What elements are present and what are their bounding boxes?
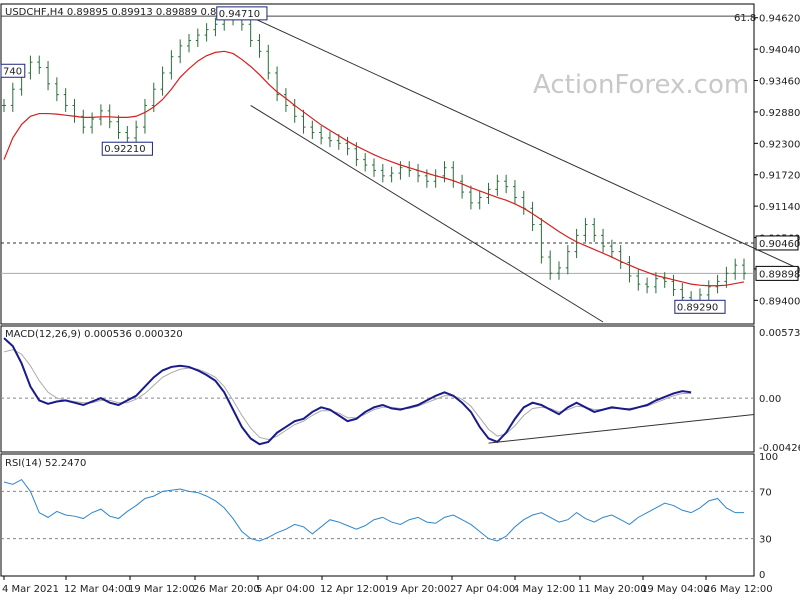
price-panel <box>0 3 755 325</box>
annotation-label: 0.89290 <box>677 302 718 313</box>
macd-label: MACD(12,26,9) 0.000536 0.000320 <box>5 329 183 340</box>
price-title: USDCHF,H4 0.89895 0.89913 0.89889 0.8989… <box>5 7 242 18</box>
price-axis-label: 0.92300 <box>759 139 800 150</box>
price-axis-label: 0.94040 <box>759 45 800 56</box>
rsi-axis-label: 30 <box>759 535 772 546</box>
fib-618-label: 61.8 <box>734 13 756 24</box>
annotation-box <box>101 141 153 156</box>
annotation-box <box>674 299 726 314</box>
x-axis-label: 26 May 12:00 <box>704 584 773 595</box>
rsi-axis-label: 0 <box>759 570 765 581</box>
rsi-axis-label: 70 <box>759 487 772 498</box>
price-axis-label: 0.91140 <box>759 202 800 213</box>
macd-main-line <box>3 337 692 446</box>
price-tag-label: 0.89898 <box>759 269 800 280</box>
x-axis-label: 19 May 04:00 <box>641 584 710 595</box>
rsi-label: RSI(14) 52.2470 <box>5 458 86 469</box>
macd-trendline <box>488 413 755 444</box>
x-axis-label: 5 Apr 04:00 <box>256 584 315 595</box>
watermark: ActionForex.com <box>533 70 749 100</box>
x-axis-label: 12 Apr 12:00 <box>320 584 385 595</box>
rsi-series-layer <box>1 478 754 542</box>
price-tag-label: 0.90460 <box>759 239 800 250</box>
x-axis-label: 27 Apr 04:00 <box>450 584 515 595</box>
annotation-box <box>216 6 268 21</box>
price-axis-label: 0.91720 <box>759 171 800 182</box>
annotation-label: 0.94710 <box>219 9 260 20</box>
macd-signal-line <box>3 349 692 441</box>
price-axis-label: 0.92880 <box>759 108 800 119</box>
annotation-label: 0.92210 <box>104 144 145 155</box>
x-axis-label: 19 Apr 20:00 <box>385 584 450 595</box>
rsi-line <box>3 478 744 542</box>
ema-line <box>3 50 745 287</box>
price-tag-box <box>755 265 799 281</box>
price-series-layer: 0.94710 0.92210 0.89290 740 <box>0 6 798 323</box>
x-axis-label: 4 May 12:00 <box>513 584 575 595</box>
annotation-box <box>0 63 26 78</box>
axis-labels-layer: 0.94620 0.94040 0.93460 0.92880 0.92300 0.917… <box>2 14 800 595</box>
x-axis-label: 19 Mar 12:00 <box>128 584 195 595</box>
channel-line-1 <box>250 105 604 323</box>
x-axis-label: 26 Mar 20:00 <box>193 584 260 595</box>
annotation-label: 740 <box>3 66 22 77</box>
macd-panel <box>0 325 755 453</box>
macd-axis-label: -0.004261 <box>759 443 800 454</box>
rsi-axis-label: 100 <box>759 452 778 463</box>
x-axis-label: 11 May 20:00 <box>578 584 647 595</box>
macd-series-layer <box>1 337 755 446</box>
price-axis-label: 0.94620 <box>759 14 800 25</box>
price-axis-label: 0.89400 <box>759 296 800 307</box>
price-tag-box <box>755 235 799 251</box>
price-axis-label: 0.93460 <box>759 77 800 88</box>
channel-line-0 <box>241 12 798 269</box>
x-axis-label: 12 Mar 04:00 <box>64 584 131 595</box>
rsi-panel <box>0 453 755 577</box>
macd-axis-label: 0.00 <box>759 394 781 405</box>
macd-axis-label: 0.005739 <box>759 328 800 339</box>
x-axis-label: 4 Mar 2021 <box>2 584 59 595</box>
